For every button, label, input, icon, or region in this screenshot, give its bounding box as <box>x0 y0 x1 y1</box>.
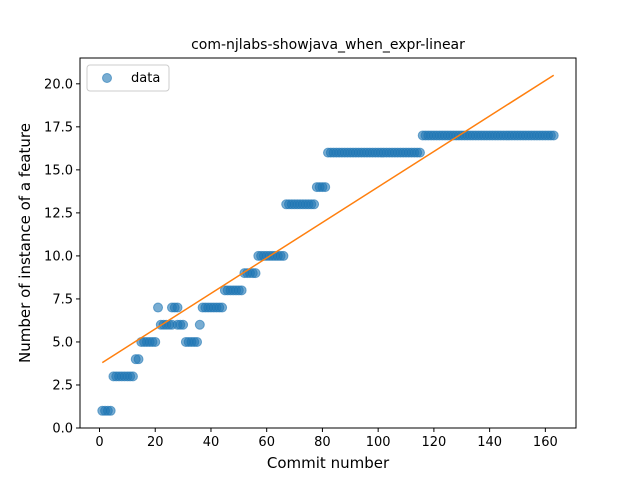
plot-frame <box>79 57 577 429</box>
y-tick-label: 5.0 <box>52 335 73 350</box>
chart-title: com-njlabs-showjava_when_expr-linear <box>191 37 465 53</box>
x-tick-label: 80 <box>314 435 331 450</box>
data-point <box>278 250 289 261</box>
x-tick-label: 0 <box>95 435 103 450</box>
x-tick-label: 40 <box>203 435 220 450</box>
data-point <box>194 319 205 330</box>
y-tick-label: 17.5 <box>44 120 73 135</box>
y-axis: 0.0 2.5 5.0 7.5 10.0 12.5 15.0 17.5 20.0 <box>44 77 80 437</box>
x-tick-label: 20 <box>147 435 164 450</box>
data-point <box>548 130 559 141</box>
data-point <box>217 302 228 313</box>
data-point <box>105 405 116 416</box>
data-point <box>178 319 189 330</box>
y-tick-label: 12.5 <box>44 206 73 221</box>
data-point <box>150 336 161 347</box>
y-tick-label: 2.5 <box>52 378 73 393</box>
y-tick-label: 7.5 <box>52 292 73 307</box>
legend: data <box>86 64 170 92</box>
legend-label: data <box>131 71 160 86</box>
x-tick-label: 100 <box>366 435 391 450</box>
data-point <box>192 336 203 347</box>
y-tick-label: 20.0 <box>44 77 73 92</box>
data-point <box>250 268 261 279</box>
data-point <box>320 182 331 193</box>
data-points <box>97 130 559 416</box>
legend-marker <box>102 73 112 83</box>
x-axis-label: Commit number <box>267 454 390 472</box>
x-tick-label: 60 <box>258 435 275 450</box>
x-tick-label: 120 <box>421 435 446 450</box>
data-point <box>133 354 144 365</box>
x-tick-label: 140 <box>477 435 502 450</box>
fit-line <box>101 74 555 364</box>
data-point <box>127 371 138 382</box>
data-point <box>309 199 320 210</box>
data-point <box>236 285 247 296</box>
y-tick-label: 15.0 <box>44 163 73 178</box>
data-point <box>153 302 164 313</box>
x-axis: 0 20 40 60 80 100 120 140 160 <box>95 428 558 450</box>
y-tick-label: 0.0 <box>52 422 73 437</box>
fit-line-layer <box>101 74 555 364</box>
y-axis-label: Number of instance of a feature <box>16 123 34 363</box>
data-point <box>414 147 425 158</box>
data-point <box>172 302 183 313</box>
legend-box <box>86 64 170 92</box>
x-tick-label: 160 <box>533 435 558 450</box>
y-tick-label: 10.0 <box>44 249 73 264</box>
